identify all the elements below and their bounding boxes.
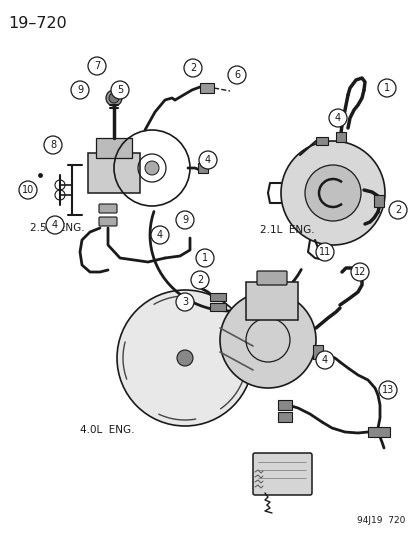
Text: 4: 4 — [52, 220, 58, 230]
Text: 3: 3 — [181, 297, 188, 307]
Circle shape — [315, 243, 333, 261]
Text: 19–720: 19–720 — [8, 16, 66, 31]
Circle shape — [228, 66, 245, 84]
Text: 9: 9 — [181, 215, 188, 225]
Circle shape — [304, 165, 360, 221]
FancyBboxPatch shape — [315, 137, 327, 145]
Circle shape — [44, 136, 62, 154]
Circle shape — [183, 59, 202, 77]
Circle shape — [46, 216, 64, 234]
Text: 1: 1 — [202, 253, 208, 263]
Text: 1: 1 — [383, 83, 389, 93]
Text: 7: 7 — [94, 61, 100, 71]
FancyBboxPatch shape — [312, 345, 322, 359]
Text: 4.0L  ENG.: 4.0L ENG. — [80, 425, 134, 435]
Circle shape — [350, 263, 368, 281]
Circle shape — [388, 201, 406, 219]
Text: 9: 9 — [77, 85, 83, 95]
Circle shape — [109, 93, 119, 103]
FancyBboxPatch shape — [197, 163, 207, 173]
FancyBboxPatch shape — [373, 195, 383, 207]
Circle shape — [88, 57, 106, 75]
Text: 8: 8 — [50, 140, 56, 150]
Circle shape — [145, 161, 159, 175]
Circle shape — [117, 290, 252, 426]
Text: 4: 4 — [204, 155, 211, 165]
Circle shape — [71, 81, 89, 99]
Circle shape — [195, 249, 214, 267]
Text: 11: 11 — [318, 247, 330, 257]
Text: 6: 6 — [233, 70, 240, 80]
FancyBboxPatch shape — [367, 427, 389, 437]
Text: 2.5L  ENG.: 2.5L ENG. — [30, 223, 84, 233]
FancyBboxPatch shape — [252, 453, 311, 495]
FancyBboxPatch shape — [199, 83, 214, 93]
Circle shape — [199, 151, 216, 169]
Circle shape — [177, 350, 192, 366]
Text: 2: 2 — [190, 63, 196, 73]
FancyBboxPatch shape — [209, 293, 225, 301]
Circle shape — [176, 293, 194, 311]
Circle shape — [315, 351, 333, 369]
Circle shape — [19, 181, 37, 199]
Circle shape — [328, 109, 346, 127]
FancyBboxPatch shape — [99, 204, 117, 213]
Text: 2: 2 — [197, 275, 203, 285]
FancyBboxPatch shape — [256, 271, 286, 285]
FancyBboxPatch shape — [209, 303, 225, 311]
FancyBboxPatch shape — [335, 132, 345, 142]
Text: 2.1L  ENG.: 2.1L ENG. — [259, 225, 314, 235]
FancyBboxPatch shape — [245, 282, 297, 320]
Text: 12: 12 — [353, 267, 366, 277]
Circle shape — [151, 226, 169, 244]
Circle shape — [111, 81, 129, 99]
Circle shape — [219, 292, 315, 388]
Text: 4: 4 — [157, 230, 163, 240]
Text: 94J19  720: 94J19 720 — [356, 516, 404, 525]
Text: 5: 5 — [116, 85, 123, 95]
Circle shape — [280, 141, 384, 245]
Circle shape — [377, 79, 395, 97]
Text: 13: 13 — [381, 385, 393, 395]
Circle shape — [176, 211, 194, 229]
Circle shape — [106, 90, 122, 106]
FancyBboxPatch shape — [88, 153, 140, 193]
Text: 2: 2 — [394, 205, 400, 215]
FancyBboxPatch shape — [277, 400, 291, 410]
FancyBboxPatch shape — [96, 138, 132, 158]
FancyBboxPatch shape — [99, 217, 117, 226]
Text: 4: 4 — [321, 355, 327, 365]
Circle shape — [378, 381, 396, 399]
Text: 4: 4 — [334, 113, 340, 123]
Text: 10: 10 — [22, 185, 34, 195]
Circle shape — [190, 271, 209, 289]
FancyBboxPatch shape — [277, 412, 291, 422]
